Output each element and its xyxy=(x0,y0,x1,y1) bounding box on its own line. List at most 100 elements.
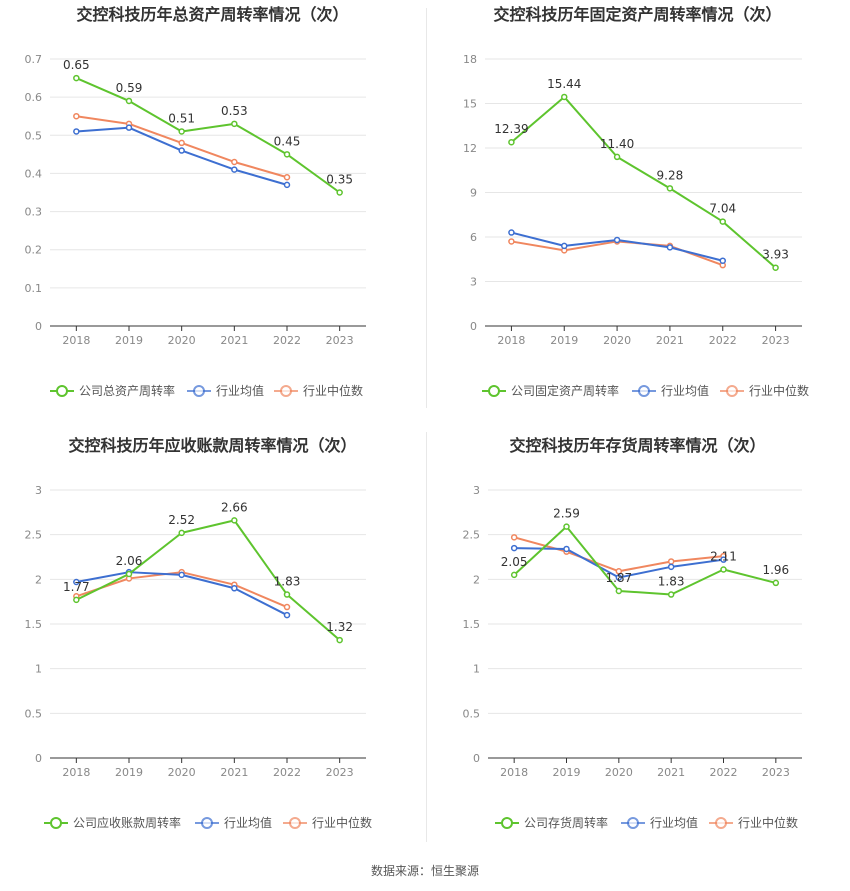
data-point-industry-avg xyxy=(508,229,515,236)
data-label: 2.06 xyxy=(116,554,143,568)
data-point-industry-median xyxy=(231,158,238,166)
data-point-industry-avg xyxy=(231,585,238,592)
data-point-company xyxy=(720,566,727,573)
x-tick-label: 2023 xyxy=(762,766,790,779)
data-point-company xyxy=(125,570,133,578)
data-point-company xyxy=(563,523,570,530)
data-label: 0.51 xyxy=(168,111,195,125)
legend-item-industry-avg: 行业均值 xyxy=(621,815,698,830)
x-tick-label: 2020 xyxy=(603,334,631,347)
data-point-company xyxy=(613,153,621,161)
data-label: 7.04 xyxy=(709,202,736,216)
y-tick-label: 0.1 xyxy=(25,282,43,295)
x-tick-label: 2021 xyxy=(656,334,684,347)
data-point-company xyxy=(231,120,238,128)
legend-item-company: 公司应收账款周转率 xyxy=(44,815,181,830)
data-point-company xyxy=(772,264,779,271)
y-tick-label: 0.6 xyxy=(25,91,43,104)
legend-item-industry-median: 行业中位数 xyxy=(720,383,809,398)
x-tick-label: 2018 xyxy=(62,334,90,347)
y-tick-label: 3 xyxy=(473,484,480,497)
data-point-company xyxy=(772,579,780,587)
data-point-company xyxy=(336,636,343,644)
data-label: 2.59 xyxy=(553,507,580,521)
data-point-company xyxy=(73,74,80,82)
series-line-company xyxy=(513,525,777,596)
x-tick-label: 2020 xyxy=(605,766,633,779)
y-tick-label: 1 xyxy=(35,663,42,676)
y-tick-label: 6 xyxy=(470,231,477,244)
y-tick-label: 2 xyxy=(35,573,42,586)
legend-label: 公司应收账款周转率 xyxy=(73,815,181,830)
legend-label: 公司固定资产周转率 xyxy=(511,383,619,398)
legend-label: 行业均值 xyxy=(216,383,264,398)
data-point-industry-median xyxy=(283,173,291,181)
data-point-industry-median xyxy=(667,558,675,565)
data-point-industry-avg xyxy=(178,147,185,154)
data-label: 3.93 xyxy=(762,248,789,262)
y-tick-label: 2.5 xyxy=(463,529,481,542)
x-tick-label: 2020 xyxy=(168,766,196,779)
x-tick-label: 2023 xyxy=(326,334,354,347)
data-label: 1.83 xyxy=(274,575,301,589)
chart-title: 交控科技历年应收账款周转率情况（次） xyxy=(68,436,356,455)
data-label: 2.11 xyxy=(710,550,737,564)
data-label: 0.59 xyxy=(116,81,143,95)
x-tick-label: 2021 xyxy=(220,334,248,347)
data-point-industry-median xyxy=(615,568,623,575)
circle-line-icon xyxy=(488,385,500,397)
chart-title: 交控科技历年固定资产周转率情况（次） xyxy=(493,5,781,24)
y-tick-label: 1 xyxy=(473,663,480,676)
y-tick-label: 9 xyxy=(470,187,477,200)
legend-item-industry-avg: 行业均值 xyxy=(195,815,272,830)
x-tick-label: 2018 xyxy=(62,766,90,779)
data-label: 0.35 xyxy=(326,173,353,187)
series-line-industry-median xyxy=(513,536,724,573)
circle-line-icon xyxy=(638,385,650,397)
chart-title: 交控科技历年存货周转率情况（次） xyxy=(509,436,765,455)
data-point-company xyxy=(178,128,185,135)
data-label: 15.44 xyxy=(547,77,581,91)
data-point-industry-avg xyxy=(667,563,675,571)
legend-item-industry-median: 行业中位数 xyxy=(283,815,372,830)
data-source: 数据来源：恒生聚源 xyxy=(370,864,479,878)
circle-line-icon xyxy=(726,385,738,397)
y-tick-label: 0 xyxy=(473,752,480,765)
chart-inventory-turnover: 交控科技历年存货周转率情况（次） 0 0.5 1 1.5 2 2.5 3 2018 2019 202… xyxy=(463,436,802,830)
legend-item-company: 公司总资产周转率 xyxy=(50,383,175,398)
panel-divider-bottom xyxy=(426,432,427,842)
circle-line-icon xyxy=(50,817,62,829)
circle-line-icon xyxy=(501,817,513,829)
data-label: 2.52 xyxy=(168,513,195,527)
data-point-company xyxy=(508,138,515,146)
data-label: 0.65 xyxy=(63,58,90,72)
circle-line-icon xyxy=(193,385,205,397)
data-point-industry-avg xyxy=(73,128,80,135)
y-tick-label: 12 xyxy=(463,142,477,155)
x-tick-label: 2018 xyxy=(500,766,528,779)
data-point-company xyxy=(666,185,674,192)
circle-line-icon xyxy=(289,817,301,829)
data-point-industry-avg xyxy=(283,181,291,189)
data-label: 1.96 xyxy=(762,563,789,577)
x-tick-label: 2023 xyxy=(762,334,790,347)
y-tick-label: 3 xyxy=(470,276,477,289)
data-point-company xyxy=(561,93,568,101)
data-point-industry-median xyxy=(73,112,80,120)
data-point-company xyxy=(283,591,291,598)
y-tick-label: 1.5 xyxy=(463,618,481,631)
series-line-company xyxy=(510,95,777,269)
data-point-industry-avg xyxy=(178,571,185,579)
legend-label: 行业中位数 xyxy=(749,383,809,398)
legend-item-industry-avg: 行业均值 xyxy=(632,383,709,398)
y-tick-label: 2.5 xyxy=(25,529,43,542)
panel-divider-top xyxy=(426,8,427,408)
y-tick-label: 0.2 xyxy=(25,244,43,257)
y-tick-label: 0 xyxy=(35,320,42,333)
data-point-industry-avg xyxy=(615,574,623,581)
data-point-company xyxy=(615,587,623,595)
circle-line-icon xyxy=(201,817,213,829)
data-point-industry-median xyxy=(178,139,185,147)
legend-label: 行业中位数 xyxy=(303,383,363,398)
data-point-industry-avg xyxy=(719,257,726,264)
